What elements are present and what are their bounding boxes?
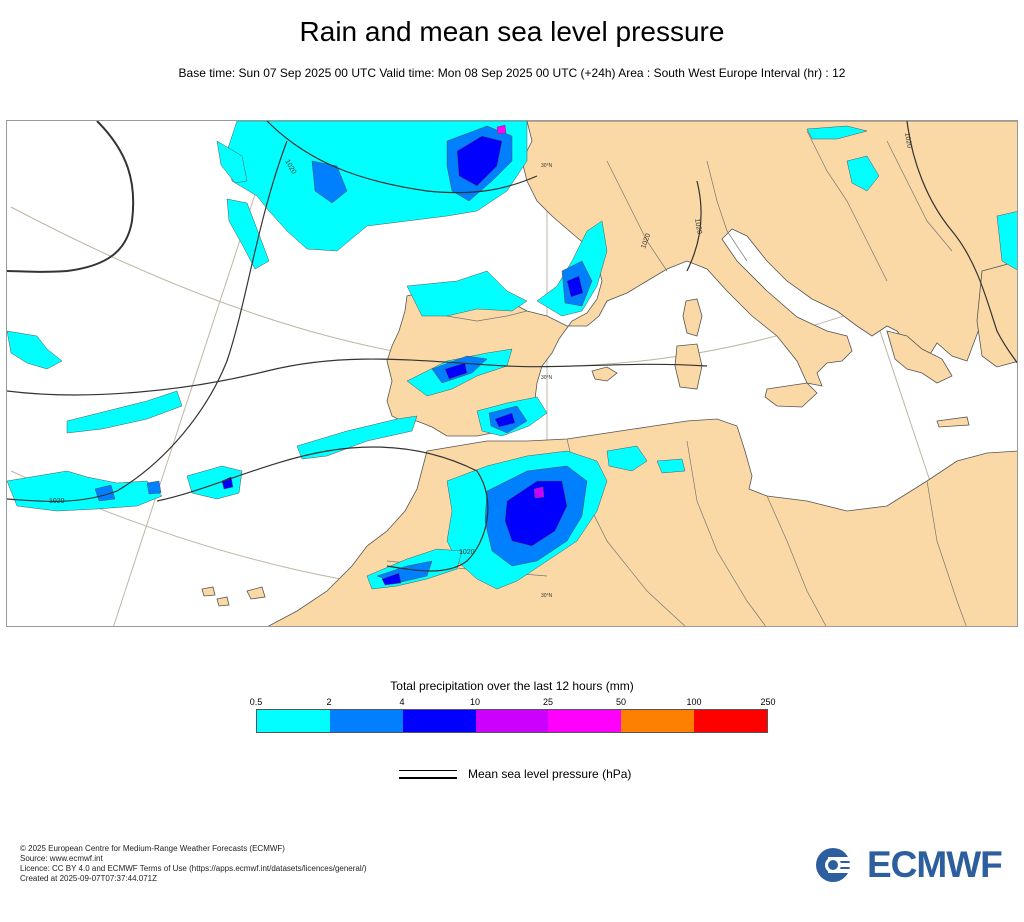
precip-area-heavy — [381, 572, 402, 586]
pressure-legend-line-thick — [399, 777, 457, 779]
threshold-label: 0.5 — [249, 697, 263, 707]
color-swatch — [402, 710, 476, 732]
chart-title: Rain and mean sea level pressure — [299, 16, 725, 47]
chart-subtitle: Base time: Sun 07 Sep 2025 00 UTC Valid … — [178, 66, 846, 80]
precip-area-heavy — [444, 362, 468, 380]
created-text: Created at 2025-09-07T07:37:44.071Z — [20, 874, 157, 883]
land-balearic — [591, 366, 618, 382]
precip-area-very-heavy — [496, 124, 507, 135]
precipitation — [7, 121, 1017, 590]
threshold-label: 100 — [686, 697, 702, 707]
precip-area-light — [656, 458, 686, 474]
land-greece — [886, 330, 953, 384]
precip-area-light — [846, 155, 880, 192]
color-swatch — [257, 710, 330, 732]
border-line — [886, 140, 953, 252]
precip-area-heavy — [494, 412, 516, 428]
graticule-label: 30°N — [541, 375, 553, 381]
precipitation-color-scale — [256, 709, 768, 733]
land-africa — [267, 418, 1017, 626]
isobar-label: 1020 — [459, 549, 475, 556]
color-scale-labels: 0.5 2 4 10 25 50 100 250 — [0, 697, 1024, 709]
copyright-text: © 2025 European Centre for Medium-Range … — [20, 844, 285, 853]
isobar-label: 1020 — [640, 233, 652, 250]
ecmwf-logo-icon — [816, 848, 864, 882]
source-text: Source: www.ecmwf.int — [20, 854, 103, 863]
precip-area-moderate — [311, 160, 348, 204]
land-turkey — [976, 261, 1017, 368]
border-line — [806, 130, 888, 282]
precipitation-legend-title: Total precipitation over the last 12 hou… — [390, 679, 634, 693]
land-sardinia — [674, 343, 703, 390]
pressure-legend: Mean sea level pressure (hPa) — [399, 767, 639, 783]
color-swatch — [329, 710, 403, 732]
threshold-label: 25 — [542, 697, 554, 707]
precip-area-heavy — [566, 275, 584, 298]
precip-area-very-heavy — [533, 486, 545, 499]
threshold-label: 10 — [469, 697, 481, 707]
isobar-label: 1020 — [693, 218, 703, 235]
isobar-line — [686, 180, 702, 272]
graticule-label: 30°N — [541, 593, 553, 599]
land-canary-3 — [216, 596, 230, 607]
precip-area-light — [186, 465, 243, 500]
credits: © 2025 European Centre for Medium-Range … — [20, 844, 367, 884]
ecmwf-logo-text: ECMWF — [867, 844, 1003, 885]
precip-area-light — [226, 198, 270, 270]
border-line — [706, 160, 748, 262]
isobar-line — [906, 121, 1017, 364]
weather-map: 1020 1020 1020 1020 1020 1020 30°N 30°N … — [6, 120, 1018, 627]
isobar-label: 1020 — [903, 132, 913, 149]
pressure-legend-label: Mean sea level pressure (hPa) — [468, 767, 632, 781]
land-europe — [386, 121, 1017, 437]
border-line — [606, 160, 668, 272]
land-sicily — [764, 382, 818, 408]
color-swatch — [475, 710, 549, 732]
precip-area-light — [216, 140, 248, 184]
land-canary-1 — [246, 586, 266, 600]
precip-area-heavy — [504, 480, 568, 547]
land-canary-2 — [201, 586, 216, 597]
isobar-label: 1020 — [49, 498, 65, 505]
threshold-label: 250 — [760, 697, 776, 707]
precip-area-moderate — [146, 480, 162, 495]
border-line — [926, 480, 967, 626]
precip-area-light — [806, 125, 868, 140]
threshold-label: 2 — [326, 697, 332, 707]
meridian-line — [113, 121, 280, 626]
ecmwf-logo: ECMWF — [814, 844, 1010, 885]
land-crete — [936, 416, 970, 428]
land — [201, 121, 1017, 626]
color-swatch — [621, 710, 695, 732]
precip-area-heavy — [456, 135, 503, 187]
isobar-line — [7, 358, 708, 396]
color-swatch — [548, 710, 622, 732]
precip-area-light — [66, 390, 183, 434]
pressure-legend-line-thin — [399, 770, 457, 771]
border-line — [766, 495, 827, 626]
isobar-line — [7, 121, 135, 273]
precip-area-light — [406, 270, 528, 317]
precip-area-heavy — [221, 476, 234, 490]
border-line — [686, 440, 766, 626]
precip-area-light — [296, 415, 418, 460]
isobar-line — [7, 140, 288, 503]
threshold-label: 4 — [399, 697, 405, 707]
land-corsica — [682, 298, 703, 337]
precip-area-light — [996, 211, 1017, 271]
isobars — [7, 121, 1017, 572]
color-swatch — [694, 710, 768, 732]
isobar-line — [266, 121, 538, 194]
map-svg: 1020 1020 1020 1020 1020 1020 30°N 30°N … — [7, 121, 1017, 626]
precip-area-light — [7, 330, 63, 370]
isobar-line — [156, 446, 489, 572]
licence-text: Licence: CC BY 4.0 and ECMWF Terms of Us… — [20, 864, 367, 873]
precip-area-light — [606, 445, 648, 472]
threshold-label: 50 — [615, 697, 627, 707]
graticule-label: 30°N — [541, 163, 553, 169]
